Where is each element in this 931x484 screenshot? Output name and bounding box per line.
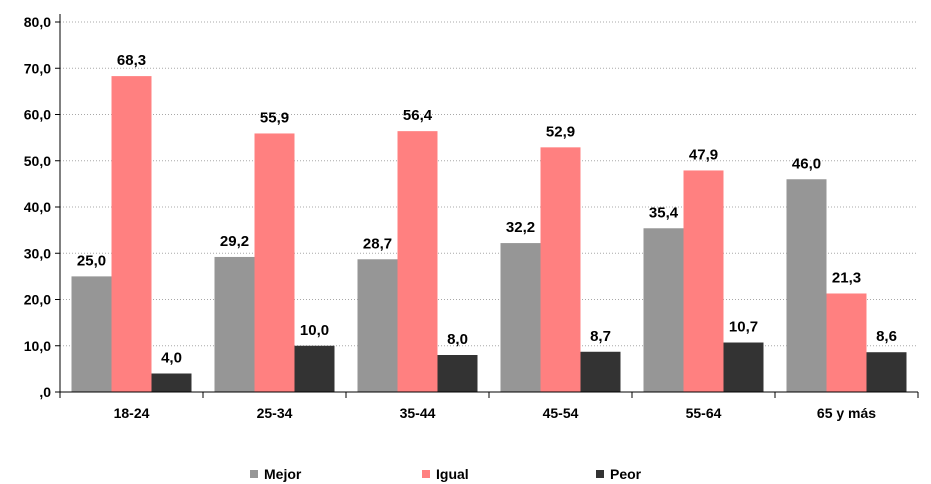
- data-label: 10,7: [729, 319, 758, 336]
- y-tick-label: 80,0: [24, 14, 51, 30]
- legend-label-mejor: Mejor: [264, 466, 302, 482]
- x-tick-label: 55-64: [686, 405, 722, 421]
- bar-mejor: [357, 259, 398, 392]
- data-label: 25,0: [77, 252, 106, 269]
- data-label: 47,9: [689, 146, 718, 163]
- data-label: 46,0: [792, 155, 821, 172]
- legend-label-peor: Peor: [610, 466, 642, 482]
- y-tick-label: 70,0: [24, 60, 51, 76]
- x-tick-label: 35-44: [400, 405, 436, 421]
- bar-mejor: [214, 256, 255, 392]
- bar-peor: [580, 351, 621, 392]
- data-label: 28,7: [363, 235, 392, 252]
- data-label: 8,7: [590, 328, 611, 345]
- bar-igual: [683, 170, 724, 392]
- bar-igual: [254, 133, 295, 392]
- bar-igual: [826, 293, 867, 392]
- bar-mejor: [786, 179, 827, 392]
- data-label: 32,2: [506, 219, 535, 236]
- data-label: 68,3: [117, 52, 146, 69]
- data-label: 56,4: [403, 107, 433, 124]
- y-tick-label: 40,0: [24, 199, 51, 215]
- y-tick-label: 50,0: [24, 153, 51, 169]
- data-label: 4,0: [161, 350, 182, 367]
- bars: [71, 76, 907, 393]
- x-axis-ticks: 18-24 25-34 35-44 45-54 55-64 65 y más: [59, 392, 919, 421]
- bar-igual: [111, 76, 152, 393]
- bar-peor: [294, 345, 335, 392]
- data-label: 55,9: [260, 109, 289, 126]
- data-label: 8,0: [447, 331, 468, 348]
- data-label: 35,4: [649, 204, 679, 221]
- bar-igual: [540, 147, 581, 392]
- data-label: 10,0: [300, 322, 329, 339]
- data-label: 21,3: [832, 269, 861, 286]
- x-tick-label: 65 y más: [817, 405, 876, 421]
- data-label: 52,9: [546, 123, 575, 140]
- legend-label-igual: Igual: [436, 466, 469, 482]
- bar-peor: [866, 352, 907, 392]
- y-tick-label: 10,0: [24, 338, 51, 354]
- data-label: 29,2: [220, 233, 249, 250]
- y-tick-label: 20,0: [24, 292, 51, 308]
- y-tick-label: 30,0: [24, 245, 51, 261]
- data-label: 8,6: [876, 328, 897, 345]
- bar-mejor: [500, 243, 541, 392]
- y-tick-label: ,0: [39, 384, 51, 400]
- bar-peor: [151, 373, 192, 392]
- gridlines: [60, 21, 918, 347]
- data-labels: 25,0 29,2 28,7 32,2 35,4 46,0 68,3 55,9 56,4 52,9…: [77, 52, 897, 366]
- x-tick-label: 18-24: [114, 405, 150, 421]
- y-axis-ticks: ,0 10,0 20,0 30,0 40,0 50,0 60,0 70,0 80,0: [24, 14, 60, 400]
- x-tick-label: 45-54: [543, 405, 579, 421]
- y-tick-label: 60,0: [24, 107, 51, 123]
- legend: Mejor Igual Peor: [250, 466, 642, 482]
- bar-peor: [723, 342, 764, 392]
- legend-swatch-igual: [422, 470, 430, 478]
- bar-igual: [397, 131, 438, 392]
- bar-peor: [437, 355, 478, 392]
- bar-mejor: [71, 276, 112, 392]
- legend-swatch-mejor: [250, 470, 258, 478]
- x-tick-label: 25-34: [257, 405, 293, 421]
- legend-swatch-peor: [596, 470, 604, 478]
- bar-mejor: [643, 228, 684, 392]
